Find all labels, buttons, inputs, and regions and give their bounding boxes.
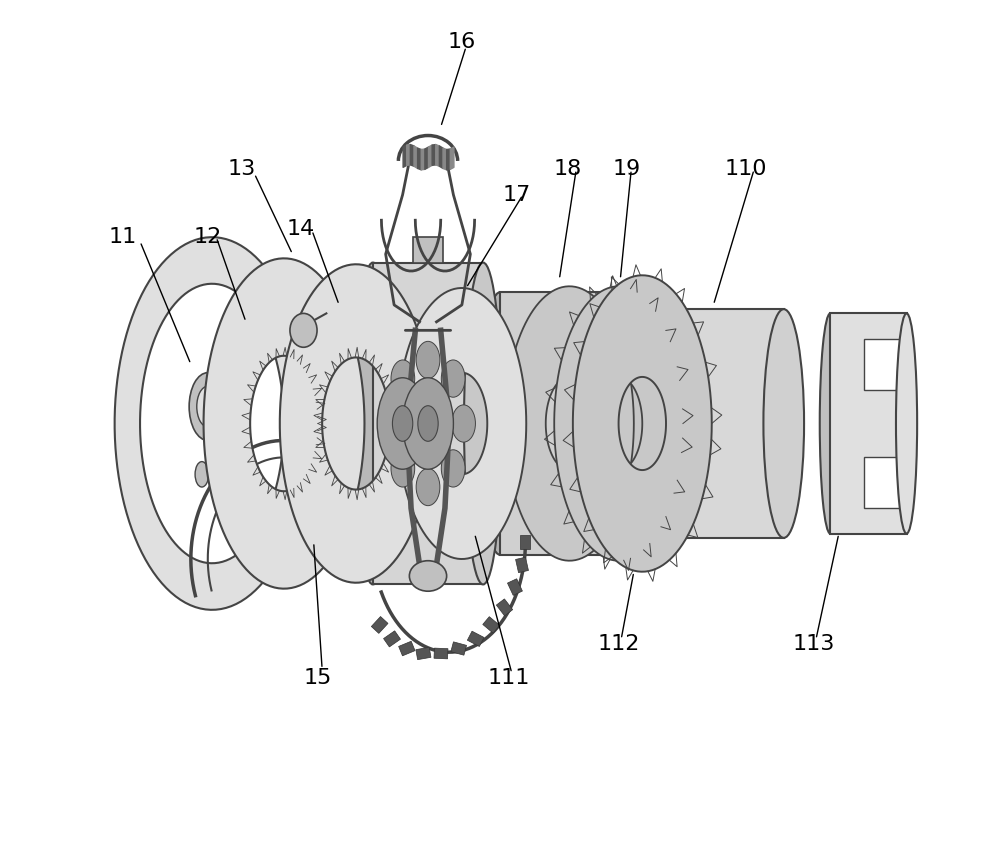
Text: 13: 13 xyxy=(228,159,256,180)
Bar xyxy=(416,647,431,660)
Ellipse shape xyxy=(452,405,475,442)
Bar xyxy=(520,535,530,549)
Ellipse shape xyxy=(392,406,413,441)
Text: 112: 112 xyxy=(597,634,640,654)
Ellipse shape xyxy=(416,468,440,506)
PathPatch shape xyxy=(398,288,526,559)
Ellipse shape xyxy=(480,292,520,555)
Ellipse shape xyxy=(391,360,415,397)
Text: 14: 14 xyxy=(287,219,315,239)
Bar xyxy=(451,642,467,656)
Text: 19: 19 xyxy=(613,159,641,180)
Ellipse shape xyxy=(403,378,453,469)
Bar xyxy=(413,237,443,263)
PathPatch shape xyxy=(573,275,712,572)
Ellipse shape xyxy=(354,263,392,584)
Ellipse shape xyxy=(464,263,502,584)
PathPatch shape xyxy=(554,286,683,561)
Text: 11: 11 xyxy=(109,227,137,247)
Bar xyxy=(500,292,640,555)
Bar xyxy=(483,617,500,634)
Ellipse shape xyxy=(441,450,465,487)
Text: 110: 110 xyxy=(724,159,767,180)
Ellipse shape xyxy=(290,313,317,347)
Bar xyxy=(864,339,907,390)
Text: 111: 111 xyxy=(487,667,530,688)
PathPatch shape xyxy=(204,258,364,589)
Ellipse shape xyxy=(416,341,440,379)
PathPatch shape xyxy=(115,237,309,610)
Text: 15: 15 xyxy=(304,667,332,688)
Bar xyxy=(467,631,484,646)
Ellipse shape xyxy=(197,386,219,427)
Ellipse shape xyxy=(391,450,415,487)
Bar xyxy=(516,557,528,573)
Bar xyxy=(384,631,400,647)
Bar xyxy=(830,313,907,534)
Ellipse shape xyxy=(619,292,660,555)
Bar xyxy=(434,648,448,659)
PathPatch shape xyxy=(505,286,634,561)
Ellipse shape xyxy=(195,462,209,487)
Bar xyxy=(371,617,388,634)
Ellipse shape xyxy=(381,405,404,442)
Bar xyxy=(496,599,513,616)
Text: 16: 16 xyxy=(448,32,476,53)
Bar xyxy=(507,579,522,595)
Ellipse shape xyxy=(441,360,465,397)
Ellipse shape xyxy=(418,406,438,441)
Bar xyxy=(864,457,907,508)
Text: 17: 17 xyxy=(503,185,531,205)
Bar xyxy=(399,641,415,656)
Text: 113: 113 xyxy=(792,634,835,654)
Ellipse shape xyxy=(820,313,841,534)
Text: 18: 18 xyxy=(554,159,582,180)
Ellipse shape xyxy=(189,373,226,440)
Ellipse shape xyxy=(377,378,428,469)
PathPatch shape xyxy=(280,264,432,583)
Ellipse shape xyxy=(896,313,917,534)
Text: 12: 12 xyxy=(194,227,222,247)
Ellipse shape xyxy=(624,309,664,538)
Bar xyxy=(644,309,784,538)
Ellipse shape xyxy=(763,309,804,538)
Ellipse shape xyxy=(409,561,447,591)
Bar xyxy=(373,263,483,584)
